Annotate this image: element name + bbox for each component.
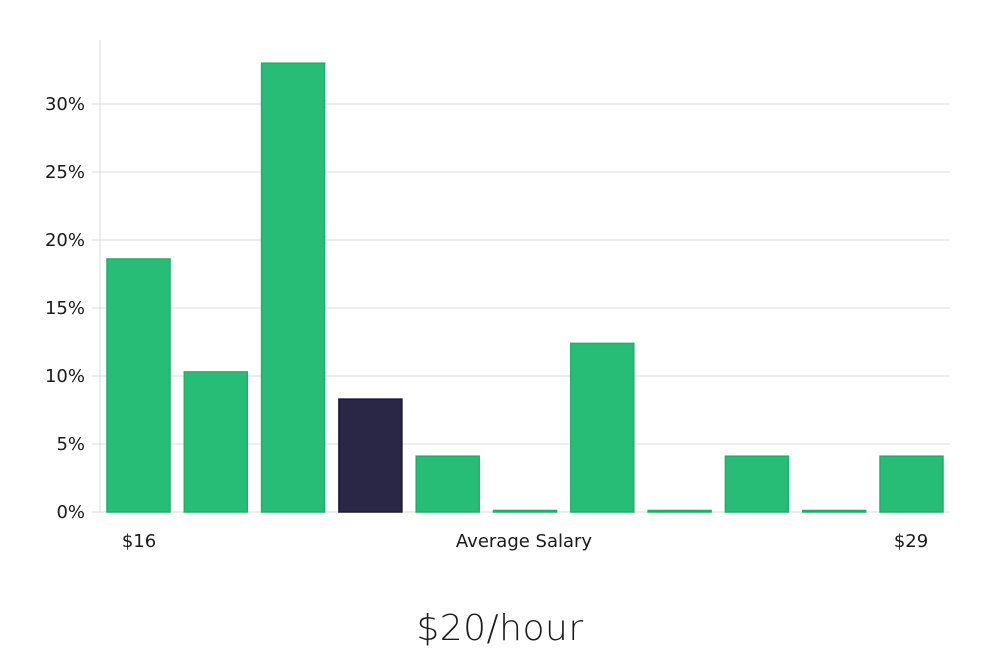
- bar-highlighted: [338, 398, 403, 513]
- x-min-label: $16: [122, 531, 156, 552]
- y-tick-label: 20%: [45, 230, 85, 251]
- bar: [415, 455, 480, 513]
- bar: [724, 455, 790, 513]
- y-tick-labels: 0% 5% 10% 15% 20% 25% 30%: [45, 94, 85, 523]
- bar: [879, 455, 944, 513]
- y-tick-label: 15%: [45, 298, 85, 319]
- bar: [801, 509, 867, 513]
- bars: [106, 62, 944, 513]
- y-tick-label: 10%: [45, 366, 85, 387]
- average-pay-caption: $20/hour: [416, 608, 584, 649]
- y-tick-label: 5%: [56, 434, 85, 455]
- x-axis-labels: $16 Average Salary $29: [122, 531, 928, 552]
- salary-histogram-chart: 0% 5% 10% 15% 20% 25% 30% $16 Average Salary $…: [45, 40, 950, 552]
- y-tick-label: 30%: [45, 94, 85, 115]
- bar: [570, 342, 635, 513]
- x-max-label: $29: [894, 531, 928, 552]
- bar: [647, 509, 712, 513]
- bar: [260, 62, 326, 513]
- bar: [183, 371, 249, 513]
- y-tick-label: 0%: [56, 502, 85, 523]
- x-axis-title: Average Salary: [456, 531, 593, 552]
- bar: [492, 509, 558, 513]
- bar: [106, 258, 171, 513]
- y-tick-label: 25%: [45, 162, 85, 183]
